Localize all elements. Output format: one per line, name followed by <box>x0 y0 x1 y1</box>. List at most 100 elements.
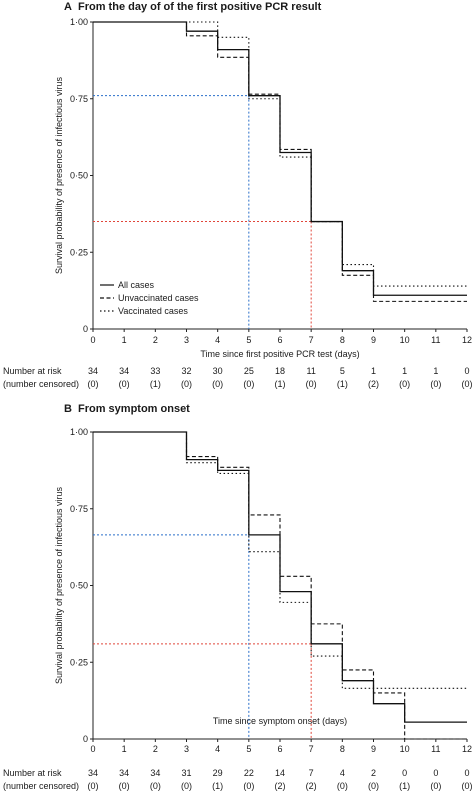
at-risk-count: 34 <box>119 768 129 778</box>
series-all-cases <box>93 21 467 296</box>
risk-table: Number at risk (number censored) 34 34 34 31 2… <box>3 768 473 791</box>
censored-count: (0) <box>88 781 99 791</box>
at-risk-count: 0 <box>464 366 469 376</box>
at-risk-count: 32 <box>181 366 191 376</box>
at-risk-count: 25 <box>244 366 254 376</box>
x-tick-label: 1 <box>122 744 127 754</box>
censored-table-label: (number censored) <box>3 379 79 389</box>
at-risk-count: 0 <box>433 768 438 778</box>
censored-count: (0) <box>119 379 130 389</box>
y-tick-label: 1·00 <box>70 17 88 27</box>
x-tick-label: 11 <box>431 335 440 345</box>
y-axis-title: Survival probability of presence of infe… <box>54 486 64 684</box>
panel-a: A From the day of of the first positive P… <box>3 1 473 389</box>
panel-title: From symptom onset <box>78 403 190 415</box>
panel-letter: B <box>64 403 72 415</box>
censored-count: (0) <box>430 379 441 389</box>
y-tick-label: 0·50 <box>70 171 88 181</box>
x-tick-label: 0 <box>90 335 95 345</box>
at-risk-count: 4 <box>340 768 345 778</box>
x-tick-label: 3 <box>184 335 189 345</box>
x-tick-label: 0 <box>90 744 95 754</box>
censored-count: (1) <box>337 379 348 389</box>
x-axis-title: Time since first positive PCR test (days… <box>200 349 359 359</box>
censored-count: (0) <box>212 379 223 389</box>
y-tick-label: 0·25 <box>70 657 88 667</box>
at-risk-count: 2 <box>371 768 376 778</box>
at-risk-count: 0 <box>402 768 407 778</box>
x-tick-label: 10 <box>400 744 410 754</box>
censored-count: (2) <box>368 379 379 389</box>
at-risk-count: 1 <box>433 366 438 376</box>
censored-count: (1) <box>212 781 223 791</box>
x-tick-label: 12 <box>462 744 472 754</box>
at-risk-count: 33 <box>150 366 160 376</box>
at-risk-count: 14 <box>275 768 285 778</box>
censored-count: (0) <box>306 379 317 389</box>
x-tick-label: 4 <box>215 335 220 345</box>
at-risk-count: 0 <box>464 768 469 778</box>
x-tick-label: 4 <box>215 744 220 754</box>
x-tick-label: 2 <box>153 744 158 754</box>
x-tick-label: 6 <box>277 744 282 754</box>
censored-count: (0) <box>337 781 348 791</box>
legend-label: All cases <box>118 280 155 290</box>
series-unvaccinated-cases <box>93 21 467 302</box>
legend-label: Vaccinated cases <box>118 306 188 316</box>
risk-table: Number at risk (number censored) 34 34 33 32 3… <box>3 366 473 389</box>
censored-count: (0) <box>150 781 161 791</box>
censored-count: (0) <box>181 379 192 389</box>
x-tick-label: 9 <box>371 335 376 345</box>
censored-count: (0) <box>430 781 441 791</box>
x-tick-label: 1 <box>122 335 127 345</box>
censored-count: (2) <box>275 781 286 791</box>
y-axis-title: Survival probability of presence of infe… <box>54 76 64 274</box>
at-risk-count: 7 <box>309 768 314 778</box>
censored-count: (0) <box>368 781 379 791</box>
censored-count: (0) <box>462 379 473 389</box>
censored-table-label: (number censored) <box>3 781 79 791</box>
censored-count: (2) <box>306 781 317 791</box>
x-tick-label: 8 <box>340 335 345 345</box>
censored-count: (0) <box>462 781 473 791</box>
at-risk-count: 31 <box>181 768 191 778</box>
y-tick-label: 0·50 <box>70 581 88 591</box>
risk-table-label: Number at risk <box>3 768 62 778</box>
censored-count: (0) <box>181 781 192 791</box>
censored-count: (0) <box>119 781 130 791</box>
x-tick-label: 7 <box>309 335 314 345</box>
x-axis-title: Time since symptom onset (days) <box>213 716 347 726</box>
risk-table-label: Number at risk <box>3 366 62 376</box>
x-tick-label: 10 <box>400 335 410 345</box>
at-risk-count: 30 <box>213 366 223 376</box>
x-tick-label: 8 <box>340 744 345 754</box>
x-tick-label: 9 <box>371 744 376 754</box>
series-vaccinated-cases <box>93 21 467 287</box>
x-tick-label: 11 <box>431 744 440 754</box>
at-risk-count: 34 <box>150 768 160 778</box>
legend: All cases Unvaccinated cases Vaccinated ca… <box>100 280 199 316</box>
censored-count: (1) <box>399 781 410 791</box>
x-tick-label: 5 <box>246 744 251 754</box>
panel-title: From the day of of the first positive PC… <box>78 1 322 13</box>
at-risk-count: 1 <box>371 366 376 376</box>
at-risk-count: 34 <box>88 768 98 778</box>
series-unvaccinated-cases <box>93 431 467 740</box>
censored-count: (0) <box>243 379 254 389</box>
x-tick-label: 2 <box>153 335 158 345</box>
x-tick-label: 12 <box>462 335 472 345</box>
x-tick-label: 3 <box>184 744 189 754</box>
y-tick-label: 0·75 <box>70 504 88 514</box>
x-tick-label: 5 <box>246 335 251 345</box>
y-tick-label: 0·75 <box>70 94 88 104</box>
at-risk-count: 5 <box>340 366 345 376</box>
at-risk-count: 29 <box>213 768 223 778</box>
censored-count: (1) <box>150 379 161 389</box>
x-tick-label: 6 <box>277 335 282 345</box>
censored-count: (1) <box>275 379 286 389</box>
at-risk-count: 1 <box>402 366 407 376</box>
at-risk-count: 11 <box>306 366 315 376</box>
y-tick-label: 0 <box>83 324 88 334</box>
